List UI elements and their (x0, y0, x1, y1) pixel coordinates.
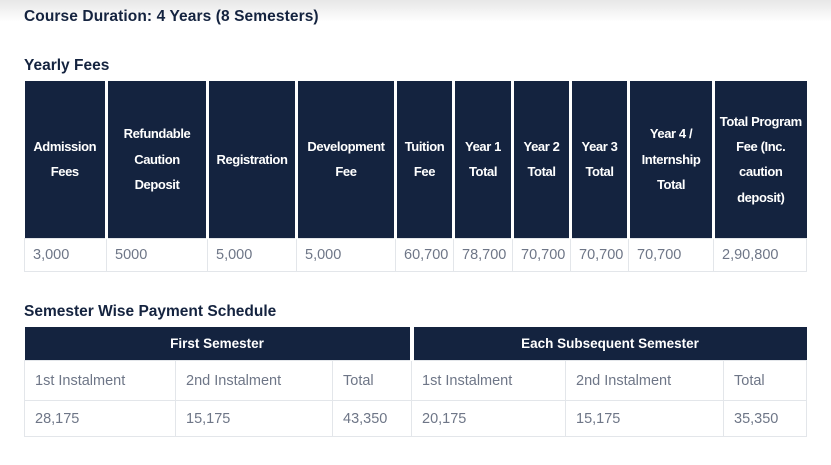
year3-total-value: 70,700 (570, 237, 629, 272)
column-header-admission-fees: Admission Fees (24, 81, 108, 238)
tuition-fee-value: 60,700 (395, 237, 454, 272)
first-semester-1st-instalment-value: 28,175 (24, 400, 176, 437)
subsequent-semester-1st-instalment-label: 1st Instalment (411, 360, 567, 401)
year2-total-value: 70,700 (512, 237, 571, 272)
column-header-tuition-fee: Tuition Fee (395, 81, 455, 238)
refundable-caution-deposit-value: 5000 (106, 237, 208, 272)
subsequent-semester-total-value: 35,350 (723, 400, 808, 437)
first-semester-2nd-instalment-value: 15,175 (175, 400, 333, 437)
yearly-fees-value-row: 3,000 5000 5,000 5,000 60,700 78,700 70,… (24, 237, 807, 272)
schedule-group-header-row: First Semester Each Subsequent Semester (24, 326, 807, 361)
column-header-total-program-fee: Total Program Fee (Inc. caution deposit) (713, 81, 807, 238)
semester-schedule-table: First Semester Each Subsequent Semester … (24, 326, 808, 437)
schedule-value-row: 28,175 15,175 43,350 20,175 15,175 35,35… (24, 400, 808, 437)
column-header-year2-total: Year 2 Total (512, 81, 572, 238)
semester-schedule-heading: Semester Wise Payment Schedule (24, 302, 277, 320)
column-header-year3-total: Year 3 Total (570, 81, 630, 238)
yearly-fees-table: Admission Fees Refundable Caution Deposi… (24, 81, 807, 272)
column-header-registration: Registration (207, 81, 298, 238)
schedule-subheader-row: 1st Instalment 2nd Instalment Total 1st … (24, 360, 808, 401)
total-program-fee-value: 2,90,800 (713, 237, 807, 272)
page-title: Course Duration: 4 Years (8 Semesters) (24, 8, 319, 25)
column-header-year4-internship-total: Year 4 / Internship Total (628, 81, 715, 238)
subsequent-semester-2nd-instalment-label: 2nd Instalment (565, 360, 725, 401)
column-header-development-fee: Development Fee (296, 81, 397, 238)
development-fee-value: 5,000 (296, 237, 396, 272)
first-semester-2nd-instalment-label: 2nd Instalment (175, 360, 333, 401)
registration-value: 5,000 (207, 237, 297, 272)
yearly-fees-heading: Yearly Fees (24, 57, 110, 74)
subsequent-semester-1st-instalment-value: 20,175 (411, 400, 567, 437)
first-semester-1st-instalment-label: 1st Instalment (24, 360, 176, 401)
group-header-first-semester: First Semester (24, 326, 414, 361)
year4-internship-total-value: 70,700 (628, 237, 714, 272)
first-semester-total-value: 43,350 (331, 400, 413, 437)
group-header-each-subsequent-semester: Each Subsequent Semester (411, 326, 807, 361)
first-semester-total-label: Total (331, 360, 413, 401)
admission-fees-value: 3,000 (24, 237, 107, 272)
subsequent-semester-total-label: Total (723, 360, 808, 401)
fee-structure-page: Course Duration: 4 Years (8 Semesters) Y… (24, 8, 808, 437)
year1-total-value: 78,700 (453, 237, 513, 272)
semester-schedule-section: Semester Wise Payment Schedule First Sem… (24, 302, 808, 437)
yearly-fees-header-row: Admission Fees Refundable Caution Deposi… (24, 81, 807, 238)
subsequent-semester-2nd-instalment-value: 15,175 (565, 400, 725, 437)
column-header-refundable-caution-deposit: Refundable Caution Deposit (106, 81, 209, 238)
yearly-fees-section: Yearly Fees Admission Fees Refundable Ca… (24, 57, 807, 272)
column-header-year1-total: Year 1 Total (453, 81, 514, 238)
